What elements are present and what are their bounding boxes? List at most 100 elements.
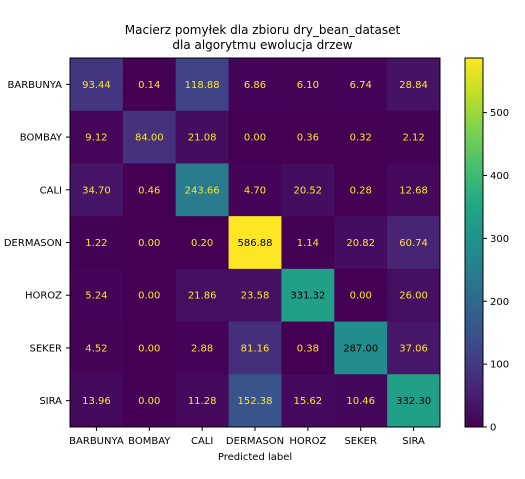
colorbar-gradient: [464, 57, 484, 428]
heatmap-cell: [175, 374, 230, 428]
cell-value-label: 28.84: [399, 80, 428, 91]
colorbar-tick-label: 500: [490, 108, 509, 119]
y-tick-label: CALI: [40, 185, 62, 196]
cell-value-label: 6.86: [244, 80, 266, 91]
cell-value-label: 331.32: [290, 291, 325, 302]
y-tick-label: BOMBAY: [20, 133, 63, 144]
heatmap-cell: [228, 110, 282, 164]
cell-value-label: 12.68: [399, 185, 428, 196]
y-tick-label: SEKER: [30, 343, 63, 354]
cell-value-label: 0.00: [138, 343, 160, 354]
colorbar-tick-label: 100: [490, 360, 509, 371]
heatmap-cell: [70, 321, 124, 375]
heatmap-cell: [175, 110, 230, 164]
x-tick-label: SIRA: [402, 436, 425, 447]
heatmap-cell: [122, 268, 177, 323]
heatmap-cell: [122, 374, 177, 428]
chart-title-line-1: Macierz pomyłek dla zbioru dry_bean_data…: [124, 23, 401, 37]
heatmap-cell: [281, 374, 335, 428]
heatmap-cell: [70, 268, 124, 323]
y-tick-label: SIRA: [39, 396, 62, 407]
cell-value-label: 26.00: [399, 291, 428, 302]
cell-value-label: 20.82: [346, 238, 375, 249]
heatmap-cell: [175, 268, 230, 323]
cell-value-label: 0.00: [138, 291, 160, 302]
y-axis: BARBUNYA BOMBAY CALI DERMASON HOROZ SEKER SIRA: [4, 80, 70, 407]
heatmap-cell: [175, 216, 230, 270]
heatmap-cell: [281, 268, 335, 323]
heatmap-cell: [387, 374, 441, 428]
cell-value-label: 0.00: [138, 238, 160, 249]
x-tick-label: BARBUNYA: [69, 436, 124, 447]
heatmap-cell: [334, 163, 388, 217]
cell-value-label: 0.14: [138, 80, 160, 91]
cell-value-label: 13.96: [82, 396, 111, 407]
heatmap-cell: [334, 374, 388, 428]
cell-value-label: 0.20: [191, 238, 213, 249]
cell-value-label: 0.36: [297, 133, 319, 144]
cell-value-label: 1.22: [85, 238, 107, 249]
x-tick-label: SEKER: [344, 436, 377, 447]
cell-value-label: 15.62: [294, 396, 323, 407]
cell-value-label: 6.74: [350, 80, 372, 91]
colorbar-tick-label: 300: [490, 234, 509, 245]
heatmap-cell: [175, 58, 230, 112]
heatmap-cell: [70, 110, 124, 164]
chart-title-line-2: dla algorytmu ewolucja drzew: [172, 38, 353, 52]
heatmap-cell: [228, 216, 282, 270]
heatmap-cell: [281, 321, 335, 375]
heatmap-cell: [122, 58, 177, 112]
colorbar-tick-label: 0: [490, 423, 496, 434]
heatmap-cell: [334, 216, 388, 270]
heatmap-cell: [70, 216, 124, 270]
cell-value-label: 0.46: [138, 185, 160, 196]
x-tick-label: CALI: [191, 436, 213, 447]
heatmap-cells: [70, 58, 441, 428]
heatmap-cell: [387, 58, 441, 112]
heatmap-cell: [334, 110, 388, 164]
cell-value-label: 37.06: [399, 343, 428, 354]
heatmap-cell: [228, 374, 282, 428]
y-tick-label: BARBUNYA: [8, 80, 63, 91]
cell-value-label: 93.44: [82, 80, 111, 91]
cell-value-label: 84.00: [135, 133, 164, 144]
cell-value-label: 20.52: [294, 185, 323, 196]
cell-value-label: 34.70: [82, 185, 111, 196]
cell-value-label: 23.58: [241, 291, 270, 302]
y-tick-label: HOROZ: [25, 291, 62, 302]
cell-value-label: 0.28: [350, 185, 372, 196]
cell-value-label: 6.10: [297, 80, 319, 91]
cell-value-label: 0.00: [138, 396, 160, 407]
cell-value-label: 9.12: [85, 133, 107, 144]
heatmap-cell: [281, 216, 335, 270]
heatmap-cell: [122, 163, 177, 217]
x-tick-label: HOROZ: [289, 436, 326, 447]
heatmap-cell: [387, 321, 441, 375]
heatmap-cell: [281, 58, 335, 112]
heatmap-cell: [70, 58, 124, 112]
cell-value-label: 81.16: [241, 343, 270, 354]
heatmap-cell: [387, 110, 441, 164]
heatmap-cell: [228, 321, 282, 375]
cell-value-label: 287.00: [343, 343, 378, 354]
heatmap-cell: [228, 58, 282, 112]
cell-value-label: 1.14: [297, 238, 319, 249]
cell-value-label: 0.00: [350, 291, 372, 302]
cell-value-label: 332.30: [396, 396, 431, 407]
heatmap-cell: [387, 216, 441, 270]
cell-value-label: 60.74: [399, 238, 428, 249]
y-tick-label: DERMASON: [4, 238, 62, 249]
heatmap-cell: [122, 321, 177, 375]
cell-value-label: 4.52: [85, 343, 107, 354]
cell-value-label: 243.66: [185, 185, 220, 196]
heatmap-cell: [228, 268, 282, 323]
heatmap-cell: [387, 163, 441, 217]
heatmap-cell: [122, 216, 177, 270]
colorbar-tick-label: 400: [490, 171, 509, 182]
cell-value-label: 0.32: [350, 133, 372, 144]
cell-value-label: 0.38: [297, 343, 319, 354]
heatmap-cell: [281, 110, 335, 164]
cell-value-label: 586.88: [238, 238, 273, 249]
heatmap-cell: [122, 110, 177, 164]
